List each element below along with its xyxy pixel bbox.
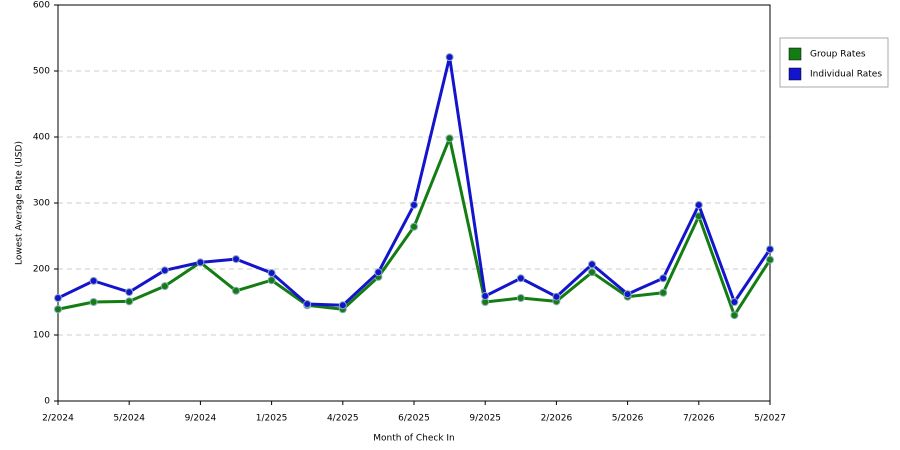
point [694, 200, 703, 209]
point [410, 200, 418, 209]
x-tick-label: 1/2025 [256, 414, 288, 424]
point [659, 288, 668, 297]
point [766, 255, 774, 264]
point [196, 258, 205, 267]
x-tick-label: 4/2025 [327, 414, 359, 424]
point [730, 311, 739, 320]
y-axis-label: Lowest Average Rate (USD) [15, 141, 25, 265]
point [730, 298, 739, 306]
y-tick-label: 300 [33, 199, 50, 209]
point [623, 290, 632, 299]
legend-label: Group Rates [810, 50, 866, 60]
point [766, 245, 774, 254]
y-tick-label: 100 [33, 331, 50, 341]
point [588, 268, 596, 277]
point [338, 301, 347, 310]
point [374, 268, 383, 277]
y-tick-label: 0 [44, 397, 50, 407]
point [445, 53, 454, 62]
x-tick-label: 2/2024 [42, 414, 74, 424]
x-axis-label: Month of Check In [373, 434, 455, 444]
point [232, 286, 240, 295]
point [54, 294, 62, 303]
point [659, 274, 668, 283]
point [89, 298, 98, 306]
point [232, 255, 240, 264]
point [125, 297, 134, 306]
point [125, 288, 134, 297]
point [410, 222, 418, 231]
point [160, 282, 169, 291]
x-tick-label: 2/2026 [541, 414, 573, 424]
point [481, 292, 490, 301]
point [89, 276, 98, 285]
x-tick-label: 7/2026 [683, 414, 715, 424]
y-tick-label: 500 [33, 67, 50, 77]
point [445, 134, 454, 143]
x-tick-label: 9/2025 [469, 414, 501, 424]
legend-label: Individual Rates [810, 70, 882, 80]
x-tick-label: 5/2024 [113, 414, 145, 424]
point [516, 274, 525, 283]
point [267, 268, 276, 277]
point [160, 266, 169, 275]
point [303, 299, 312, 308]
point [552, 292, 561, 301]
legend-swatch [788, 67, 802, 81]
y-tick-label: 600 [33, 1, 50, 11]
point [516, 294, 525, 303]
point [54, 305, 62, 314]
point [267, 276, 276, 285]
x-tick-label: 5/2027 [754, 414, 786, 424]
x-tick-label: 6/2025 [398, 414, 430, 424]
y-tick-label: 400 [33, 133, 50, 143]
point [588, 260, 596, 269]
y-tick-label: 200 [33, 265, 50, 275]
x-tick-label: 9/2024 [185, 414, 217, 424]
legend-swatch [788, 47, 802, 61]
x-tick-label: 5/2026 [612, 414, 644, 424]
